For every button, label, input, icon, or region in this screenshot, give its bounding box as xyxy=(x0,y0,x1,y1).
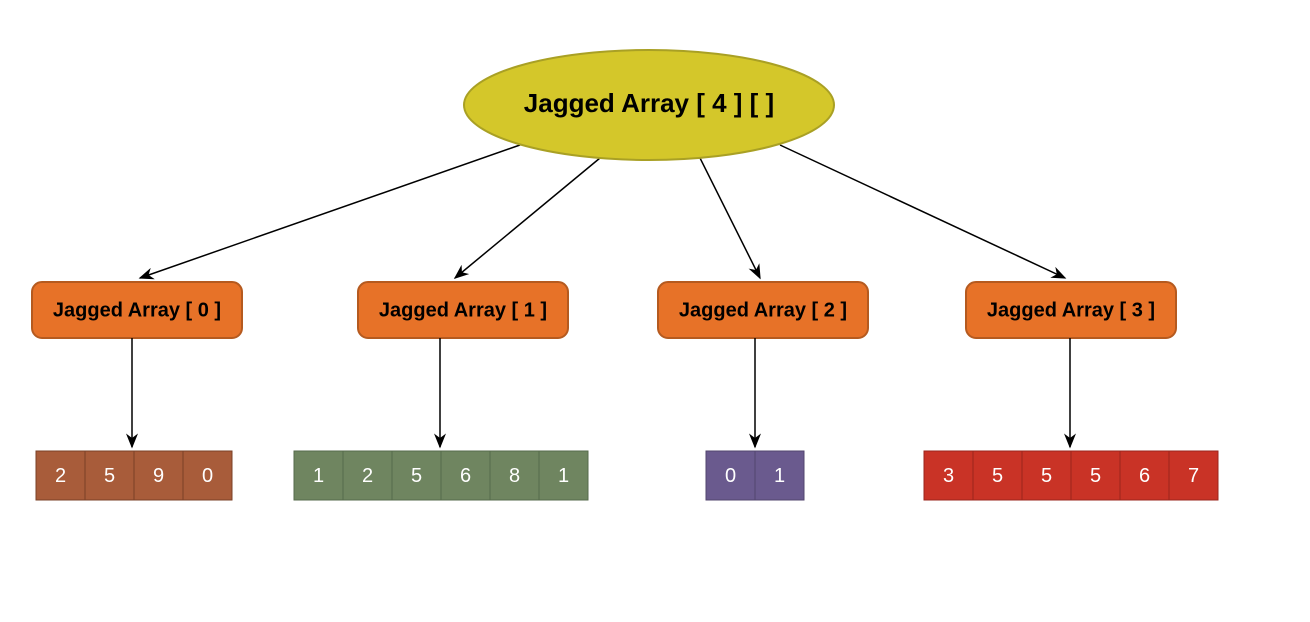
subarray-label-2: Jagged Array [ 2 ] xyxy=(679,299,847,321)
cell-value-1-3: 6 xyxy=(460,465,471,487)
cell-value-1-0: 1 xyxy=(313,465,324,487)
cell-value-0-0: 2 xyxy=(55,465,66,487)
cell-value-2-1: 1 xyxy=(774,465,785,487)
edge-root-to-sub-0 xyxy=(140,145,520,278)
cell-value-1-1: 2 xyxy=(362,465,373,487)
edge-root-to-sub-2 xyxy=(700,158,760,278)
jagged-array-diagram: Jagged Array [ 4 ] [ ] Jagged Array [ 0 ]… xyxy=(0,0,1310,622)
cell-value-1-2: 5 xyxy=(411,465,422,487)
edge-root-to-sub-3 xyxy=(780,145,1065,278)
cell-value-3-3: 5 xyxy=(1090,465,1101,487)
cell-value-3-0: 3 xyxy=(943,465,954,487)
cell-value-0-2: 9 xyxy=(153,465,164,487)
cell-value-1-4: 8 xyxy=(509,465,520,487)
cell-value-0-1: 5 xyxy=(104,465,115,487)
cell-value-0-3: 0 xyxy=(202,465,213,487)
subarray-label-3: Jagged Array [ 3 ] xyxy=(987,299,1155,321)
cell-value-3-2: 5 xyxy=(1041,465,1052,487)
cell-value-1-5: 1 xyxy=(558,465,569,487)
cell-value-3-4: 6 xyxy=(1139,465,1150,487)
edge-root-to-sub-1 xyxy=(455,158,600,278)
root-label: Jagged Array [ 4 ] [ ] xyxy=(524,88,774,118)
cell-value-2-0: 0 xyxy=(725,465,736,487)
subarray-label-1: Jagged Array [ 1 ] xyxy=(379,299,547,321)
cell-value-3-1: 5 xyxy=(992,465,1003,487)
subarray-label-0: Jagged Array [ 0 ] xyxy=(53,299,221,321)
cell-value-3-5: 7 xyxy=(1188,465,1199,487)
